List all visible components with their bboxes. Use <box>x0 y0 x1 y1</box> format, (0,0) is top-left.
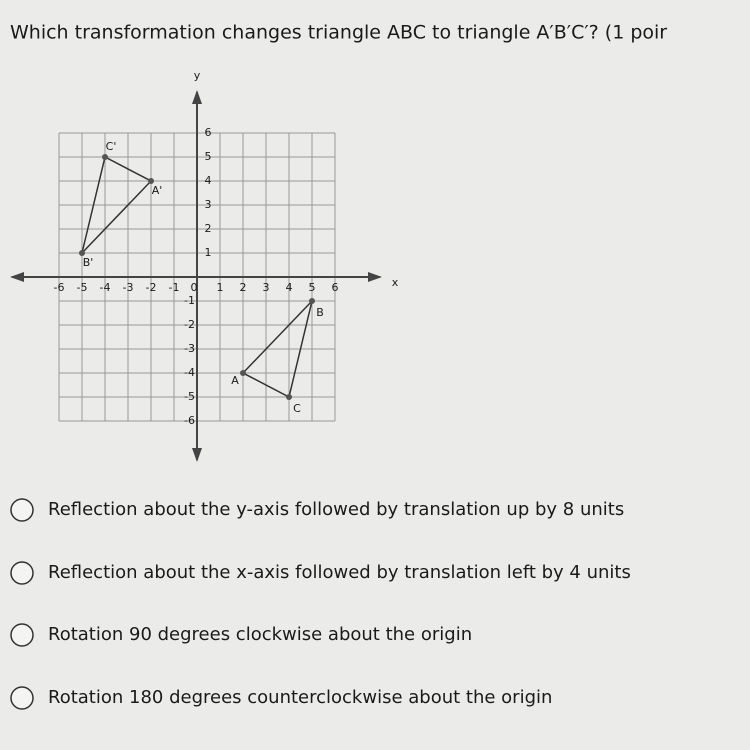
x-tick-label: 3 <box>263 281 270 294</box>
triangle <box>80 155 153 256</box>
arrow <box>192 448 202 462</box>
graph: xy-6 -5 -4 -3 -2 -1 0 1 2 3 4 5 6654321-1-2-3-4-5-6A… <box>10 69 399 462</box>
point <box>309 298 315 304</box>
radio-button[interactable] <box>10 561 34 585</box>
x-tick-label: 0 <box>191 281 198 294</box>
options: Reflection about the y-axis followed by … <box>10 498 631 710</box>
x-tick-label: -4 <box>100 281 111 294</box>
point-label: C' <box>106 140 117 153</box>
radio-button[interactable] <box>10 623 34 647</box>
option-text[interactable]: Rotation 90 degrees clockwise about the … <box>48 624 472 645</box>
point <box>286 394 292 400</box>
y-tick-label: 6 <box>205 126 212 139</box>
option-text[interactable]: Reflection about the y-axis followed by … <box>48 499 624 520</box>
y-tick-label: -2 <box>184 318 195 331</box>
x-tick-label: 6 <box>332 281 339 294</box>
point-label: C <box>293 402 301 415</box>
radio-button[interactable] <box>10 498 34 522</box>
y-tick-label: 1 <box>205 246 212 259</box>
point-label: A <box>231 374 239 387</box>
y-tick-label: -5 <box>184 390 195 403</box>
point <box>79 250 85 256</box>
x-tick-label: 2 <box>240 281 247 294</box>
option-text[interactable]: Reflection about the x-axis followed by … <box>48 562 631 583</box>
x-tick-label: -3 <box>123 281 134 294</box>
x-axis-label: x <box>392 276 399 289</box>
x-tick-label: 4 <box>286 281 293 294</box>
y-tick-label: -4 <box>184 366 195 379</box>
point <box>148 178 154 184</box>
y-axis-label: y <box>194 69 201 82</box>
point <box>102 154 108 160</box>
y-tick-label: 4 <box>205 174 212 187</box>
radio-button[interactable] <box>10 686 34 710</box>
x-tick-label: -6 <box>54 281 65 294</box>
question: Which transformation changes triangle AB… <box>10 22 667 44</box>
x-tick-label: 5 <box>309 281 316 294</box>
x-tick-label: -2 <box>146 281 157 294</box>
arrow <box>10 272 24 282</box>
x-tick-label: -5 <box>77 281 88 294</box>
x-tick-label: -1 <box>169 281 180 294</box>
arrow <box>192 90 202 104</box>
y-tick-label: -6 <box>184 414 195 427</box>
y-tick-label: -3 <box>184 342 195 355</box>
point <box>240 370 246 376</box>
point-label: B <box>316 306 324 319</box>
triangle <box>241 298 314 399</box>
arrow <box>368 272 382 282</box>
y-tick-label: 3 <box>205 198 212 211</box>
y-tick-label: 2 <box>205 222 212 235</box>
y-tick-label: 5 <box>205 150 212 163</box>
point-label: A' <box>152 184 163 197</box>
y-tick-label: -1 <box>184 294 195 307</box>
x-tick-label: 1 <box>217 281 224 294</box>
point-label: B' <box>83 256 94 269</box>
option-text[interactable]: Rotation 180 degrees counterclockwise ab… <box>48 687 552 708</box>
